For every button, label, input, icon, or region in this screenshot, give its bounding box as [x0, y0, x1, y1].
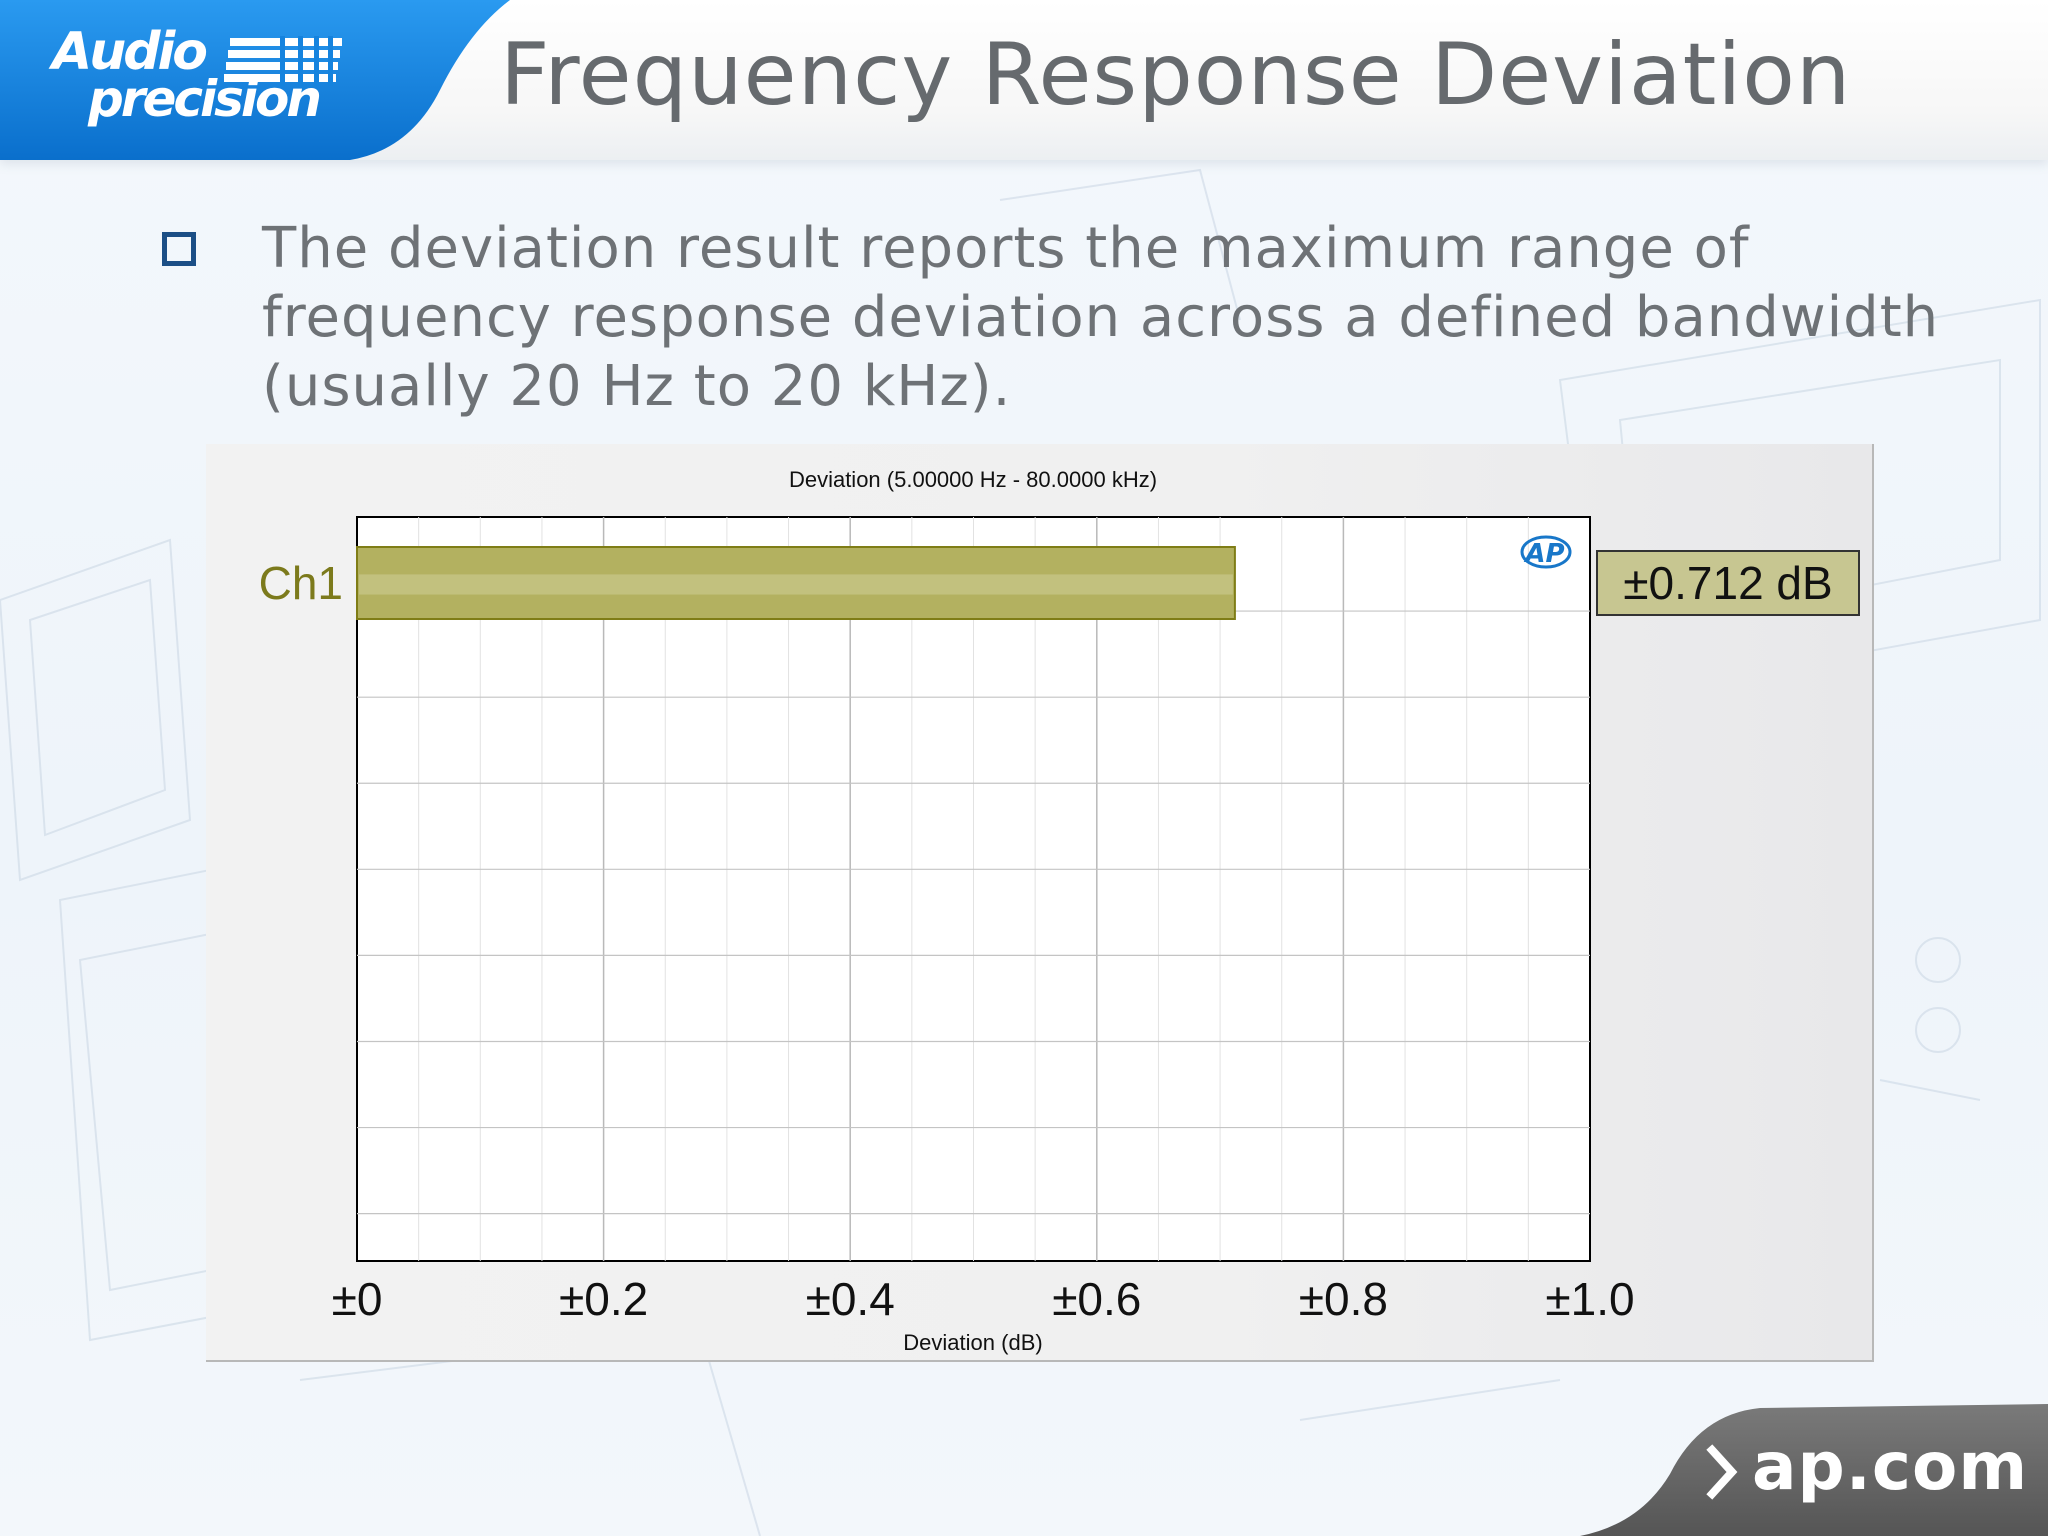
deviation-chart: Ch1 ±0.712 dB ±0 ±0.2 ±0.4 ±0.6 ±0.8 ±1.0 Devi… — [206, 444, 1874, 1362]
ap-watermark-text: AP — [1523, 539, 1564, 569]
category-label: Ch1 — [259, 557, 343, 609]
x-tick-label: ±0.8 — [1299, 1273, 1388, 1325]
x-tick-label: ±0 — [332, 1273, 383, 1325]
page-title: Frequency Response Deviation — [500, 25, 1852, 125]
bars: Ch1 ±0.712 dB — [259, 546, 1860, 620]
bullet-text: The deviation result reports the maximum… — [262, 216, 1940, 419]
bar-highlight — [359, 574, 1233, 595]
footer-link[interactable]: ap.com — [1752, 1428, 2029, 1505]
x-tick-label: ±0.2 — [559, 1273, 648, 1325]
grid-lines — [357, 517, 1590, 1261]
x-tick-labels: ±0 ±0.2 ±0.4 ±0.6 ±0.8 ±1.0 — [332, 1273, 1635, 1325]
chart-canvas: Ch1 ±0.712 dB ±0 ±0.2 ±0.4 ±0.6 ±0.8 ±1.0 Devi… — [259, 467, 1860, 1355]
x-tick-label: ±1.0 — [1545, 1273, 1634, 1325]
x-tick-label: ±0.6 — [1052, 1273, 1141, 1325]
x-tick-label: ±0.4 — [806, 1273, 895, 1325]
logo-bars-icon — [224, 36, 342, 86]
chart-title: Deviation (5.00000 Hz - 80.0000 kHz) — [789, 467, 1157, 492]
chevron-right-icon — [1706, 1444, 1738, 1500]
data-label: ±0.712 dB — [1623, 557, 1832, 609]
logo-text-audio: Audio — [52, 22, 208, 82]
footer-tab — [1580, 1404, 2048, 1536]
bullet-marker — [162, 232, 196, 266]
header-bar: Audio precision Frequency Response Devia… — [0, 0, 2048, 160]
ap-watermark-icon: AP — [1520, 535, 1572, 569]
value-box — [1596, 550, 1860, 616]
x-axis-label: Deviation (dB) — [903, 1330, 1042, 1355]
